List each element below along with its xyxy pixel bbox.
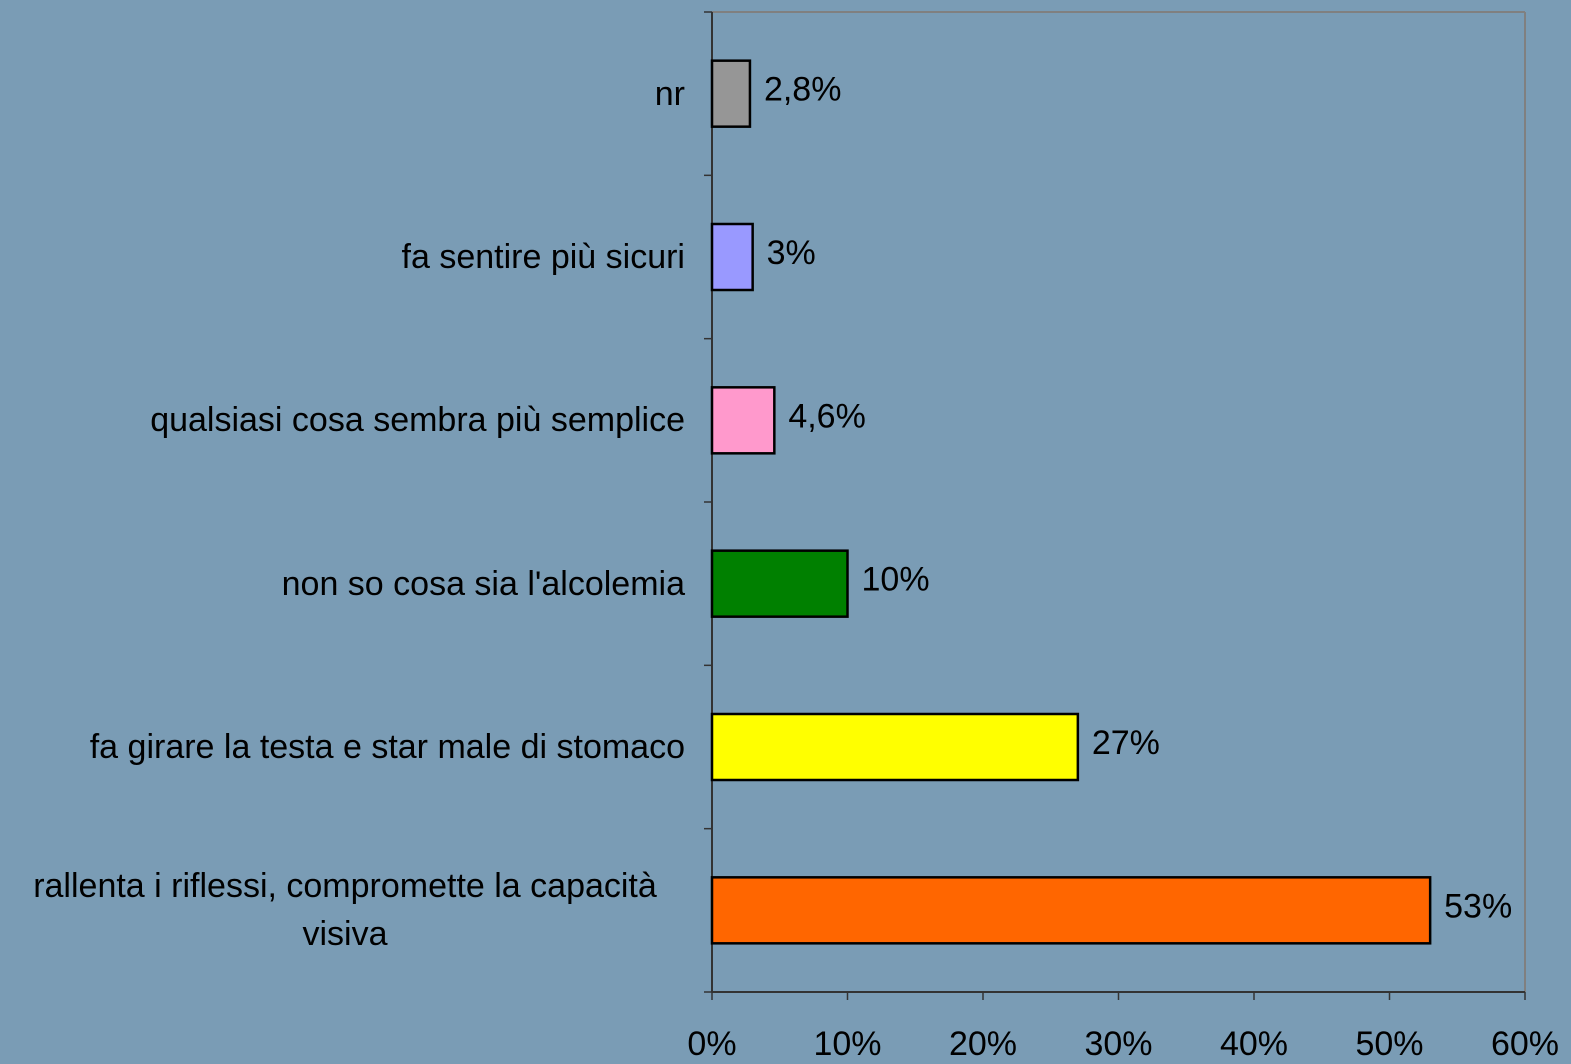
x-tick-label: 60%: [1491, 1025, 1559, 1063]
y-tick-label: fa sentire più sicuri: [5, 233, 685, 281]
category-text: fa sentire più sicuri: [401, 238, 685, 276]
bar: [710, 59, 752, 128]
data-label: 27%: [1092, 724, 1160, 762]
category-text: fa girare la testa e star male di stomac…: [89, 728, 685, 766]
y-tick-label: rallenta i riflessi, compromette la capa…: [5, 862, 685, 958]
data-label: 53%: [1444, 887, 1512, 925]
x-tick-label: 10%: [813, 1025, 881, 1063]
y-tick-label: nr: [5, 70, 685, 118]
bar: [710, 386, 776, 455]
y-tick-label: non so cosa sia l'alcolemia: [5, 560, 685, 608]
x-tick-label: 0%: [687, 1025, 736, 1063]
x-tick-label: 50%: [1355, 1025, 1423, 1063]
x-tick-label: 30%: [1084, 1025, 1152, 1063]
y-tick-label: fa girare la testa e star male di stomac…: [5, 723, 685, 771]
data-label: 2,8%: [764, 71, 842, 109]
data-label: 3%: [767, 234, 816, 272]
category-text: non so cosa sia l'alcolemia: [281, 564, 685, 603]
bar: [710, 876, 1432, 945]
bar: [710, 549, 849, 618]
bar: [710, 712, 1080, 782]
category-text: nr: [654, 74, 685, 113]
category-text: rallenta i riflessi, compromette la capa…: [33, 867, 657, 954]
x-tick-label: 20%: [949, 1025, 1017, 1063]
bar: [710, 222, 754, 292]
category-text: qualsiasi cosa sembra più semplice: [150, 401, 685, 440]
y-tick-label: qualsiasi cosa sembra più semplice: [5, 396, 685, 444]
data-label: 4,6%: [788, 397, 866, 435]
data-label: 10%: [862, 561, 930, 599]
x-tick-label: 40%: [1220, 1025, 1288, 1063]
